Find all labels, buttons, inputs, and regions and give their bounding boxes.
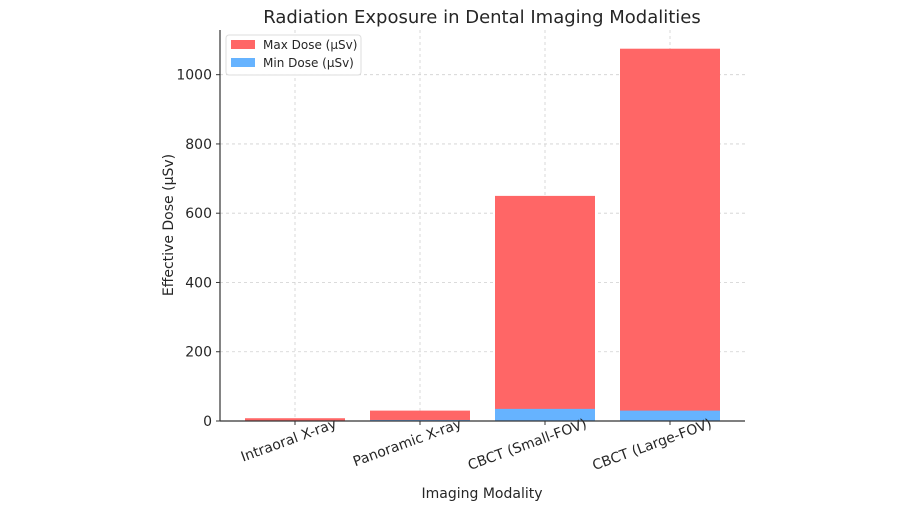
legend-swatch — [231, 58, 255, 67]
bar-max-dose — [370, 410, 470, 421]
legend-swatch — [231, 40, 255, 49]
y-tick-label: 1000 — [176, 68, 212, 84]
x-tick-label: Intraoral X-ray — [239, 416, 339, 465]
y-tick-label: 400 — [185, 275, 212, 291]
bar-max-dose — [245, 418, 345, 421]
bars — [245, 48, 720, 421]
x-tick-label: CBCT (Large-FOV) — [590, 416, 714, 474]
chart-title: Radiation Exposure in Dental Imaging Mod… — [263, 7, 701, 28]
y-tick-label: 0 — [203, 414, 212, 430]
y-tick-label: 600 — [185, 206, 212, 222]
legend-label: Max Dose (µSv) — [263, 38, 357, 52]
bar-min-dose — [495, 408, 595, 421]
bar-max-dose — [495, 195, 595, 421]
bar-min-dose — [620, 410, 720, 421]
bar-max-dose — [620, 48, 720, 421]
legend-box — [225, 34, 362, 76]
y-tick-label: 800 — [185, 137, 212, 153]
x-tick-label: Panoramic X-ray — [351, 416, 464, 470]
legend: Max Dose (µSv) Min Dose (µSv) — [225, 34, 362, 76]
legend-label: Min Dose (µSv) — [263, 56, 354, 70]
x-axis-label: Imaging Modality — [422, 486, 543, 502]
y-tick-label: 200 — [185, 345, 212, 361]
x-tick-label: CBCT (Small-FOV) — [466, 416, 589, 474]
y-axis-label: Effective Dose (µSv) — [161, 154, 177, 296]
